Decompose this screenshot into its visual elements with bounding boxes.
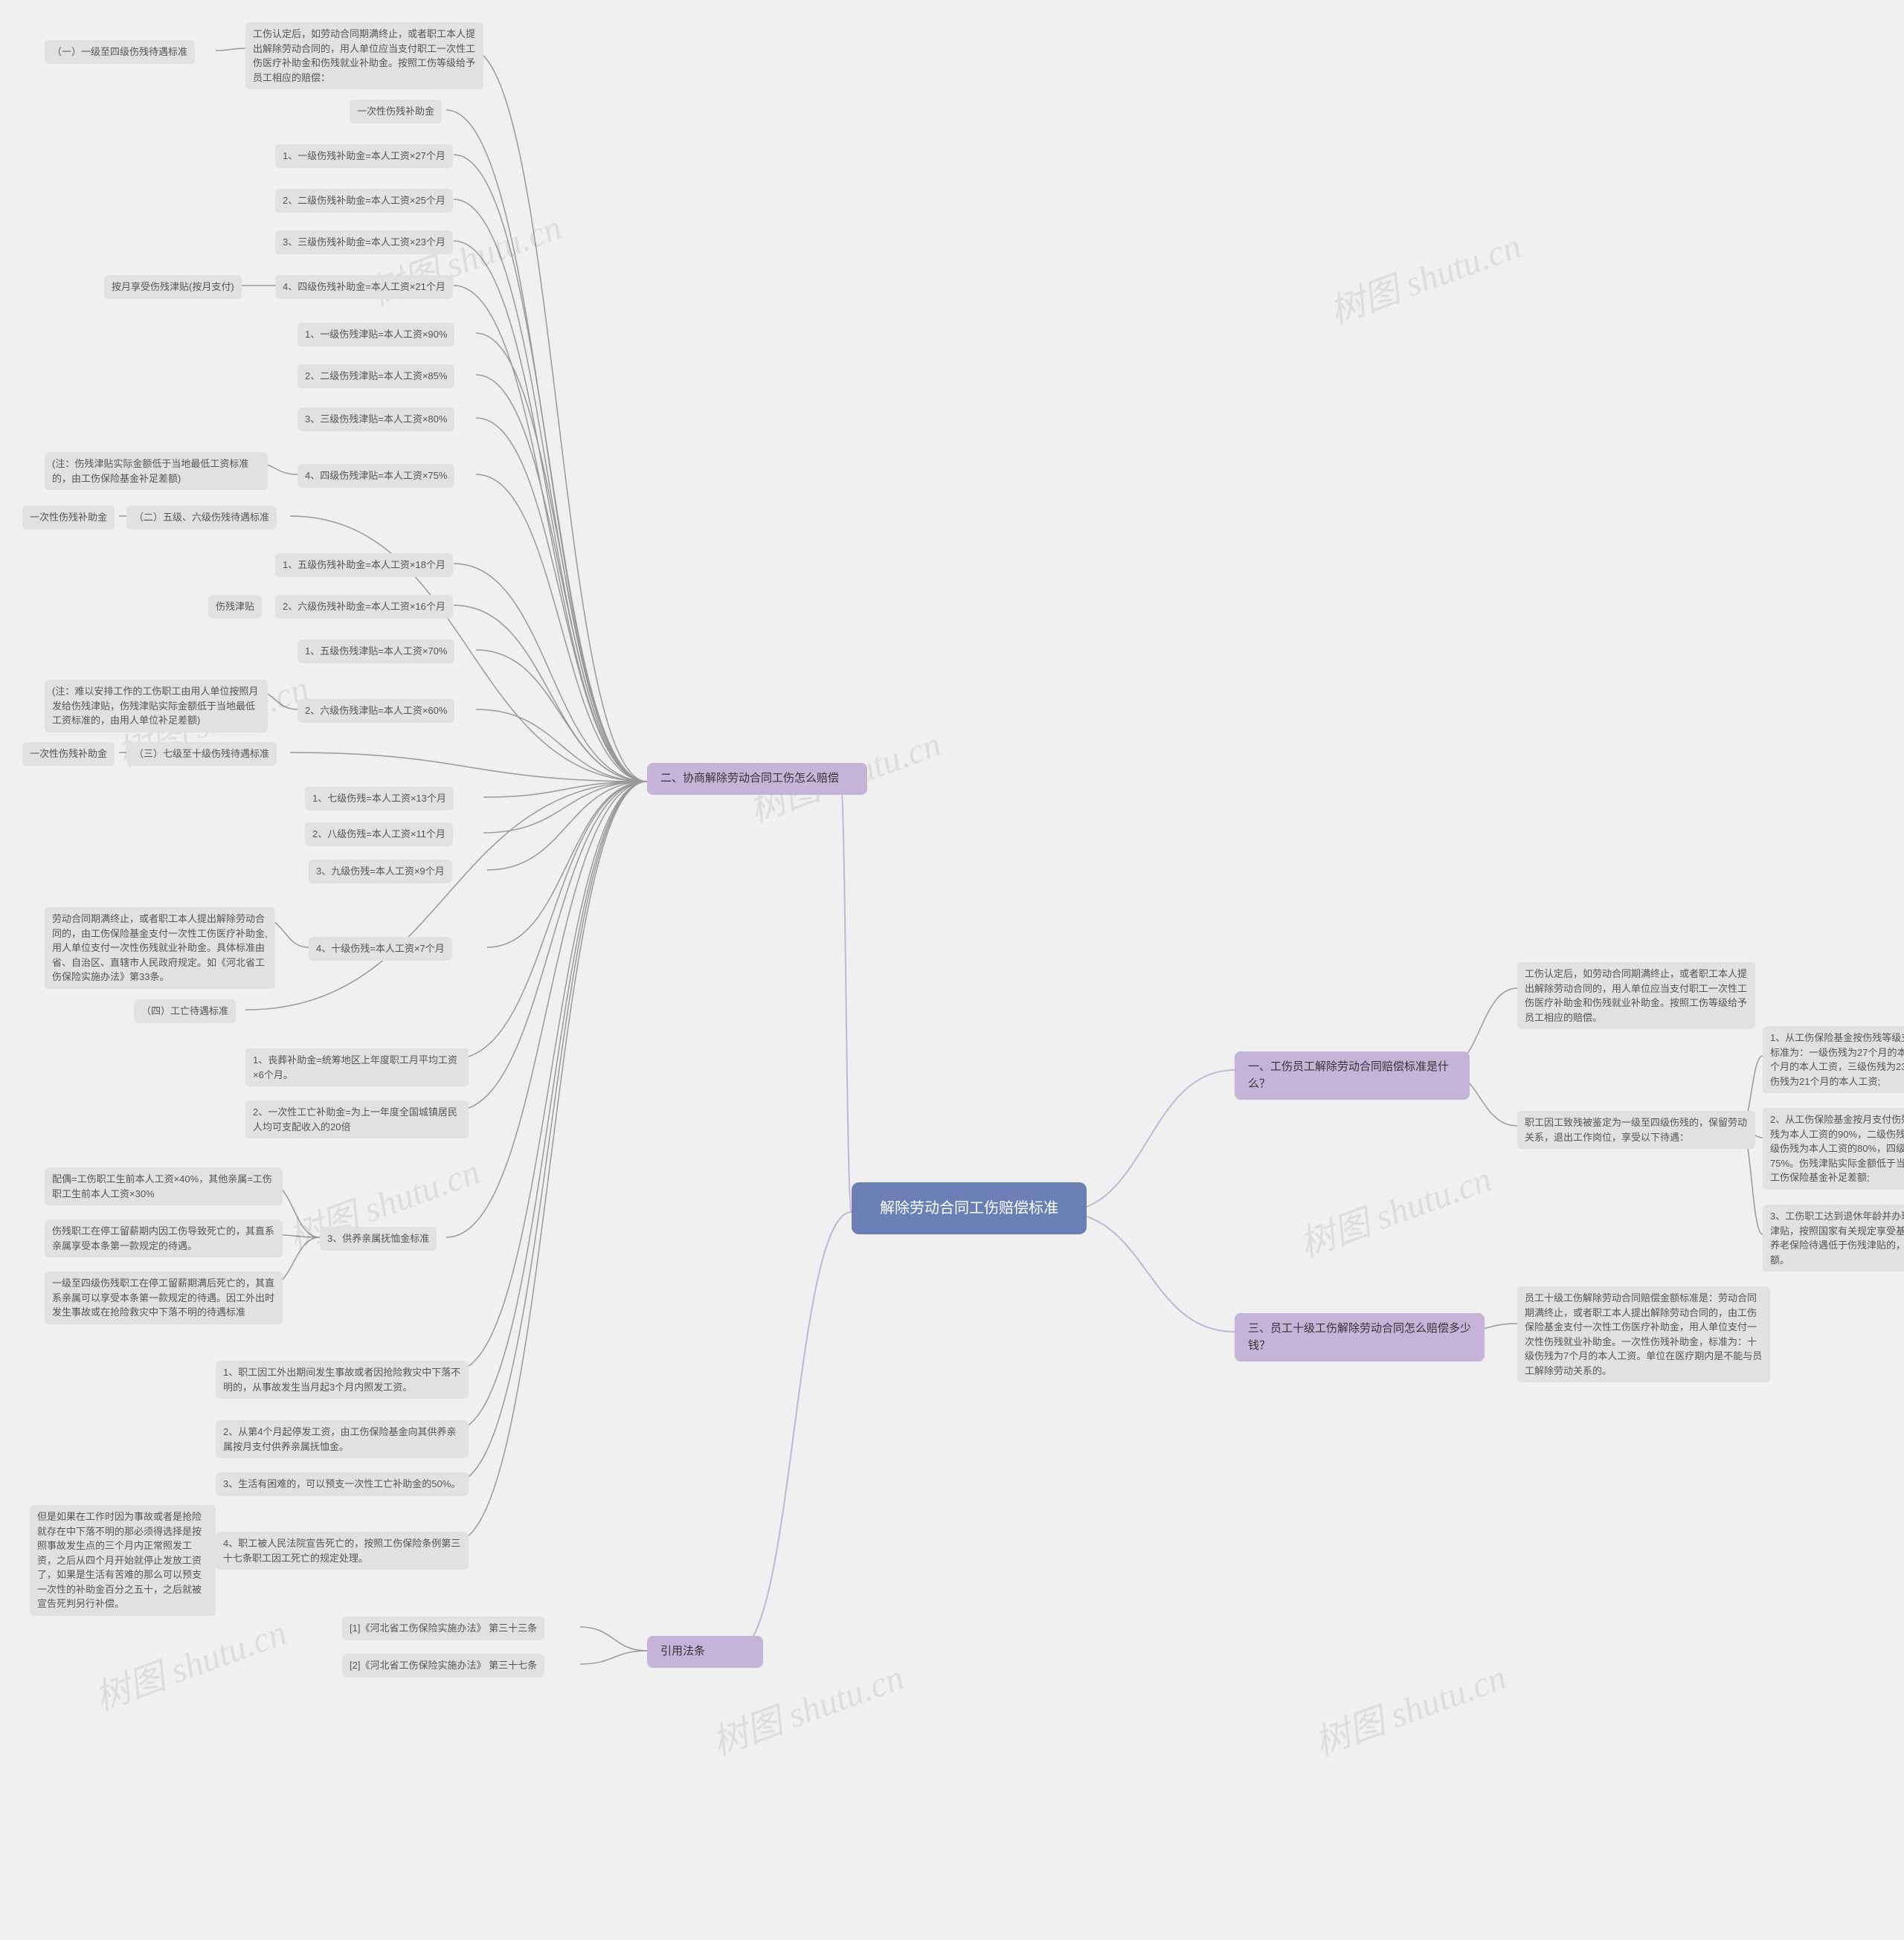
- watermark: 树图 shutu.cn: [1306, 1648, 1512, 1765]
- g4-label: （四）工亡待遇标准: [134, 999, 236, 1023]
- cite-0: [1]《河北省工伤保险实施办法》 第三十三条: [342, 1617, 544, 1640]
- g1-ba-2: 3、三级伤残补助金=本人工资×23个月: [275, 231, 453, 254]
- g1-ba-note-3: 按月享受伤残津贴(按月支付): [104, 275, 242, 299]
- g2-bb-note-1: (注：难以安排工作的工伤职工由用人单位按照月发给伤残津贴，伤残津贴实际金额低于当…: [45, 680, 268, 732]
- g3-0: 1、七级伤残=本人工资×13个月: [305, 787, 454, 811]
- g1-intro: 工伤认定后，如劳动合同期满终止，或者职工本人提出解除劳动合同的，用人单位应当支付…: [245, 22, 483, 89]
- section-1: 一、工伤员工解除劳动合同赔偿标准是什么？: [1235, 1051, 1470, 1100]
- section-2: 二、协商解除劳动合同工伤怎么赔偿: [647, 763, 867, 795]
- s1-sub-child-1: 2、从工伤保险基金按月支付伤残津贴，标准为：一级伤残为本人工资的90%，二级伤残…: [1763, 1108, 1904, 1190]
- s3-desc: 员工十级工伤解除劳动合同赔偿金额标准是：劳动合同期满终止，或者职工本人提出解除劳…: [1517, 1286, 1770, 1382]
- watermark: 树图 shutu.cn: [1291, 1150, 1497, 1267]
- g1-bb-3: 4、四级伤残津贴=本人工资×75%: [298, 464, 454, 488]
- g4a-0: 1、丧葬补助金=统筹地区上年度职工月平均工资×6个月。: [245, 1048, 469, 1086]
- s1-sub-child-2: 3、工伤职工达到退休年龄并办理退休手续后，停发伤残津贴，按照国家有关规定享受基本…: [1763, 1205, 1904, 1272]
- s1-intro: 工伤认定后，如劳动合同期满终止，或者职工本人提出解除劳动合同的，用人单位应当支付…: [1517, 962, 1755, 1029]
- g4b-2: 3、生活有困难的，可以预支一次性工亡补助金的50%。: [216, 1472, 469, 1496]
- section-3: 三、员工十级工伤解除劳动合同怎么赔偿多少钱？: [1235, 1313, 1485, 1361]
- g3-2: 3、九级伤残=本人工资×9个月: [309, 860, 452, 883]
- g4a-1: 2、一次性工亡补助金=为上一年度全国城镇居民人均可支配收入的20倍: [245, 1100, 469, 1138]
- g3-label: （三）七级至十级伤残待遇标准: [126, 742, 277, 766]
- center-node: 解除劳动合同工伤赔偿标准: [852, 1182, 1087, 1234]
- g3-1: 2、八级伤残=本人工资×11个月: [305, 822, 453, 846]
- g2-bb-0: 1、五级伤残津贴=本人工资×70%: [298, 639, 454, 663]
- g2-bb-1: 2、六级伤残津贴=本人工资×60%: [298, 699, 454, 723]
- g2-ba-1: 2、六级伤残补助金=本人工资×16个月: [275, 595, 453, 619]
- g1-bb-1: 2、二级伤残津贴=本人工资×85%: [298, 364, 454, 388]
- g4b-3: 4、职工被人民法院宣告死亡的，按照工伤保险条例第三十七条职工因工死亡的规定处理。: [216, 1532, 469, 1570]
- g2-label: （二）五级、六级伤残待遇标准: [126, 506, 277, 529]
- g1-label: （一）一级至四级伤残待遇标准: [45, 40, 195, 64]
- g1-bb-0: 1、一级伤残津贴=本人工资×90%: [298, 323, 454, 347]
- section-cite: 引用法条: [647, 1636, 763, 1668]
- g2-left-note: 一次性伤残补助金: [22, 506, 115, 529]
- g1-bb-2: 3、三级伤残津贴=本人工资×80%: [298, 407, 454, 431]
- g3-3: 4、十级伤残=本人工资×7个月: [309, 937, 452, 961]
- watermark: 树图 shutu.cn: [86, 1603, 292, 1721]
- g4b-note-3: 但是如果在工作时因为事故或者是抢险就存在中下落不明的那必须得选择是按照事故发生点…: [30, 1505, 216, 1616]
- g4-subfam-2: 一级至四级伤残职工在停工留薪期满后死亡的，其直系亲属可以享受本条第一款规定的待遇…: [45, 1272, 283, 1324]
- g1-bb-note-3: (注：伤残津贴实际金额低于当地最低工资标准的，由工伤保险基金补足差额): [45, 452, 268, 490]
- g1-ba-0: 1、一级伤残补助金=本人工资×27个月: [275, 144, 453, 168]
- g4-subfam-0: 配偶=工伤职工生前本人工资×40%，其他亲属=工伤职工生前本人工资×30%: [45, 1167, 283, 1205]
- watermark: 树图 shutu.cn: [1321, 216, 1527, 334]
- g4b-1: 2、从第4个月起停发工资，由工伤保险基金向其供养亲属按月支付供养亲属抚恤金。: [216, 1420, 469, 1458]
- g3-left-note: 一次性伤残补助金: [22, 742, 115, 766]
- g4b-0: 1、职工因工外出期间发生事故或者因抢险救灾中下落不明的，从事故发生当月起3个月内…: [216, 1361, 469, 1399]
- g1-ba-3: 4、四级伤残补助金=本人工资×21个月: [275, 275, 453, 299]
- g1-ba-label: 一次性伤残补助金: [350, 100, 442, 123]
- g3-note-3: 劳动合同期满终止，或者职工本人提出解除劳动合同的，由工伤保险基金支付一次性工伤医…: [45, 907, 275, 989]
- s1-sub: 职工因工致残被鉴定为一级至四级伤残的，保留劳动关系，退出工作岗位，享受以下待遇：: [1517, 1111, 1755, 1149]
- g1-ba-1: 2、二级伤残补助金=本人工资×25个月: [275, 189, 453, 213]
- g4-subfam-label: 3、供养亲属抚恤金标准: [320, 1227, 437, 1251]
- s1-sub-child-0: 1、从工伤保险基金按伤残等级支付一次性伤残补助金，标准为：一级伤残为27个月的本…: [1763, 1026, 1904, 1093]
- cite-1: [2]《河北省工伤保险实施办法》 第三十七条: [342, 1654, 544, 1678]
- g4-subfam-1: 伤残职工在停工留薪期内因工伤导致死亡的，其直系亲属享受本条第一款规定的待遇。: [45, 1219, 283, 1257]
- g2-ba-0: 1、五级伤残补助金=本人工资×18个月: [275, 553, 453, 577]
- g2-ba-note-1: 伤残津贴: [208, 595, 262, 619]
